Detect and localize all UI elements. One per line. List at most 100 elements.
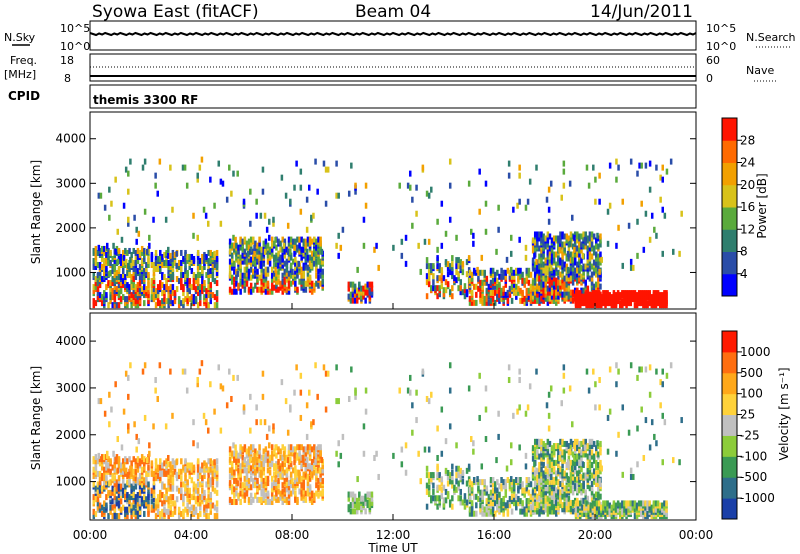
power-cell — [461, 289, 465, 296]
power-cell — [364, 297, 367, 304]
velocity-cell — [451, 469, 454, 476]
velocity-cell — [289, 471, 293, 478]
power-cell — [637, 294, 641, 301]
velocity-cell — [258, 452, 261, 459]
velocity-cell — [194, 487, 198, 494]
power-cell — [270, 236, 274, 243]
velocity-cell — [600, 510, 603, 517]
velocity-cell — [245, 461, 249, 468]
power-cell — [548, 269, 552, 276]
power-cell — [548, 275, 552, 282]
power-cell — [623, 300, 626, 307]
velocity-cell — [156, 464, 160, 471]
velocity-cell — [597, 480, 600, 487]
power-cell — [552, 293, 556, 300]
power-cell — [531, 279, 535, 286]
velocity-cell — [588, 453, 592, 460]
power-cell — [315, 280, 318, 287]
power-cell — [247, 242, 251, 249]
velocity-cell — [517, 485, 520, 492]
power-cell — [557, 293, 560, 300]
power-cell — [258, 244, 261, 251]
power-cell — [258, 256, 261, 263]
power-cell — [249, 248, 252, 255]
power-cell — [504, 291, 508, 298]
power-cell — [148, 234, 151, 241]
velocity-cell — [230, 484, 234, 491]
velocity-cell — [194, 506, 198, 513]
power-cell — [444, 279, 448, 286]
power-cell — [98, 247, 102, 254]
power-cell — [143, 274, 146, 281]
velocity-cell — [243, 456, 247, 463]
velocity-cell — [302, 458, 306, 465]
power-cell — [559, 271, 562, 278]
velocity-cell — [451, 482, 454, 489]
velocity-cell — [491, 510, 495, 517]
power-cell — [145, 266, 148, 273]
power-cell — [571, 289, 575, 296]
power-cell — [306, 276, 310, 283]
velocity-cell — [198, 494, 202, 501]
power-cell — [538, 253, 541, 260]
velocity-cell — [351, 491, 355, 498]
velocity-cell — [180, 510, 183, 517]
power-cell — [569, 235, 573, 242]
power-cell — [252, 248, 255, 255]
velocity-cell — [147, 470, 150, 477]
velocity-cell — [258, 484, 261, 491]
power-cell — [599, 233, 602, 240]
power-cell — [555, 277, 558, 284]
power-cell — [518, 164, 521, 171]
power-cell — [615, 242, 618, 249]
velocity-cell — [262, 490, 266, 497]
velocity-cell — [557, 453, 560, 460]
velocity-cell — [198, 481, 202, 488]
power-cell — [300, 284, 303, 291]
power-cell — [262, 268, 266, 275]
power-cell — [103, 270, 106, 277]
velocity-cell — [308, 463, 312, 470]
power-cell — [595, 241, 598, 248]
power-cell — [114, 248, 117, 255]
velocity-cell — [366, 491, 369, 498]
power-cell — [111, 264, 114, 271]
power-cell — [313, 254, 316, 261]
power-cell — [308, 254, 312, 261]
velocity-cell — [175, 485, 179, 492]
velocity-cell — [111, 464, 114, 471]
power-cell — [557, 253, 560, 260]
velocity-cell — [273, 448, 276, 455]
power-cell — [604, 296, 607, 303]
power-cell — [147, 255, 150, 262]
velocity-cell — [642, 513, 645, 520]
velocity-cell — [646, 504, 649, 511]
power-cell — [370, 289, 374, 296]
velocity-cell — [289, 450, 293, 457]
power-cell — [281, 236, 284, 243]
power-cell — [266, 258, 270, 265]
velocity-cell — [457, 465, 460, 472]
power-cell — [569, 275, 573, 282]
velocity-cell — [128, 494, 131, 501]
power-cell — [207, 249, 210, 256]
power-cell — [205, 253, 208, 260]
power-cell — [531, 237, 535, 244]
power-cell — [138, 274, 142, 281]
power-cell — [557, 289, 560, 296]
velocity-cell — [455, 478, 458, 485]
power-cell — [107, 253, 110, 260]
power-cell — [293, 184, 296, 191]
velocity-cell — [483, 489, 486, 496]
velocity-cell — [633, 506, 637, 513]
power-cell — [573, 251, 577, 258]
power-cell — [557, 279, 560, 286]
power-cell — [400, 252, 404, 259]
velocity-cell — [319, 456, 322, 463]
power-cell — [105, 292, 108, 299]
velocity-cell — [182, 481, 185, 488]
velocity-cell — [245, 448, 249, 455]
power-cell — [546, 285, 550, 292]
power-cell — [446, 261, 450, 268]
velocity-cell — [578, 468, 581, 475]
